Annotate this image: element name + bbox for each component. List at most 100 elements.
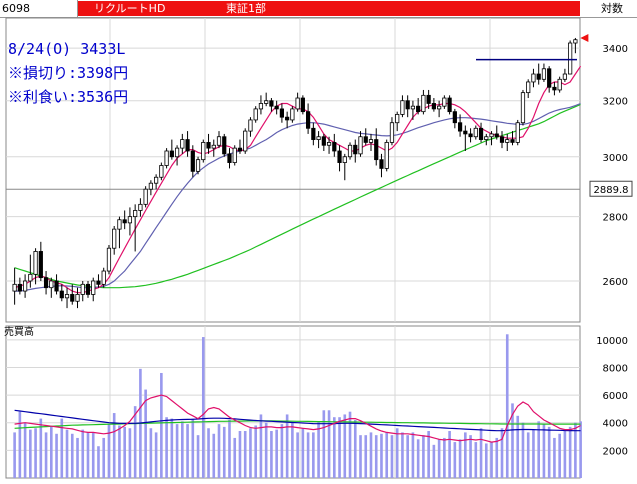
volume-bar	[76, 437, 79, 478]
current-price-label: 2889.8	[594, 185, 629, 196]
volume-bar	[196, 435, 200, 478]
candle-body	[216, 136, 222, 146]
candle-body	[59, 290, 64, 299]
volume-bar	[490, 442, 493, 478]
volume-bar	[306, 432, 310, 478]
volume-bar	[348, 411, 352, 478]
volume-bar	[275, 429, 278, 478]
volume-bar	[521, 422, 525, 478]
candle-body	[342, 156, 347, 163]
candle-body	[290, 108, 295, 121]
candle-body	[154, 176, 159, 184]
volume-bar	[86, 432, 90, 478]
volume-ma-long-line	[14, 420, 581, 429]
volume-bar	[558, 433, 561, 478]
candle-body	[347, 144, 353, 158]
volume-bar	[505, 334, 509, 478]
volume-title: 売買高	[4, 325, 34, 338]
volume-bar	[55, 433, 58, 478]
volume-bar	[511, 403, 514, 478]
candle-body	[253, 108, 258, 121]
volume-bar	[422, 435, 425, 478]
volume-bar	[369, 432, 373, 478]
candle-body	[138, 203, 143, 211]
candle-body	[568, 42, 573, 75]
candle-body	[248, 119, 253, 132]
candle-body	[541, 68, 547, 80]
volume-bar	[60, 418, 64, 478]
candle-body	[117, 219, 122, 230]
volume-bar	[238, 431, 242, 478]
volume-bar	[217, 424, 221, 478]
volume-bar	[338, 417, 341, 478]
price-ma-mid-line	[14, 102, 581, 292]
volume-bar	[81, 429, 85, 478]
volume-bar	[243, 431, 247, 478]
candle-body	[264, 100, 269, 104]
volume-bar	[280, 424, 284, 478]
candle-body	[169, 150, 174, 158]
volume-bar	[464, 432, 467, 478]
candle-body	[285, 116, 290, 121]
price-tick-label: 3200	[603, 97, 628, 108]
candle-body	[442, 97, 447, 107]
volume-bar	[212, 433, 216, 478]
volume-bar	[312, 432, 315, 478]
volume-bar	[343, 414, 347, 478]
candle-body	[536, 73, 541, 80]
candle-body	[38, 251, 43, 279]
candle-body	[295, 97, 300, 110]
price-tick-label: 3000	[603, 153, 628, 164]
candle-body	[573, 39, 578, 44]
price-axis: 2600 2800 3000 3200 3400 2889.8	[589, 44, 633, 288]
volume-bar	[401, 432, 404, 478]
scale-mode[interactable]: 対数	[601, 2, 623, 15]
candle-body	[127, 216, 133, 224]
volume-bar	[484, 443, 488, 478]
volume-bar	[65, 429, 69, 478]
volume-tick-label: 6000	[603, 391, 628, 402]
candle-body	[43, 277, 49, 289]
candle-body	[70, 294, 75, 302]
volume-bar	[29, 429, 32, 478]
candle-body	[437, 105, 442, 110]
volume-bar	[317, 421, 320, 478]
candle-body	[122, 219, 127, 224]
volume-bar	[264, 422, 268, 478]
candle-body	[85, 283, 91, 295]
price-tick-label: 2800	[603, 213, 628, 224]
volume-bar	[165, 417, 168, 478]
candle-body	[452, 111, 457, 124]
volume-bar	[406, 435, 409, 478]
candle-body	[143, 188, 148, 205]
volume-bar	[39, 418, 43, 478]
volume-bar	[201, 337, 205, 478]
candle-body	[33, 251, 38, 275]
volume-bar	[526, 432, 530, 478]
volume-bar	[249, 428, 252, 478]
volume-bars	[13, 334, 582, 478]
candle-body	[457, 122, 463, 132]
candle-body	[80, 283, 85, 295]
volume-bar	[469, 435, 472, 478]
volume-bar	[123, 426, 126, 478]
candle-body	[405, 100, 410, 110]
candle-body	[363, 136, 368, 143]
volume-bar	[359, 435, 362, 478]
volume-bar	[23, 422, 27, 478]
candle-body	[547, 68, 552, 88]
volume-ma-short-line	[14, 394, 581, 443]
candle-body	[112, 228, 117, 249]
volume-bar	[270, 431, 273, 478]
candle-body	[12, 283, 17, 292]
volume-bar	[322, 410, 326, 478]
volume-bar	[186, 424, 189, 478]
volume-bar	[291, 422, 294, 478]
candle-body	[505, 139, 510, 143]
candle-body	[531, 73, 536, 83]
candle-body	[358, 136, 363, 155]
volume-bar	[97, 446, 100, 478]
candle-body	[389, 122, 395, 143]
takeprofit-annotation: ※利食い:3536円	[8, 88, 129, 106]
candle-body	[300, 97, 305, 113]
